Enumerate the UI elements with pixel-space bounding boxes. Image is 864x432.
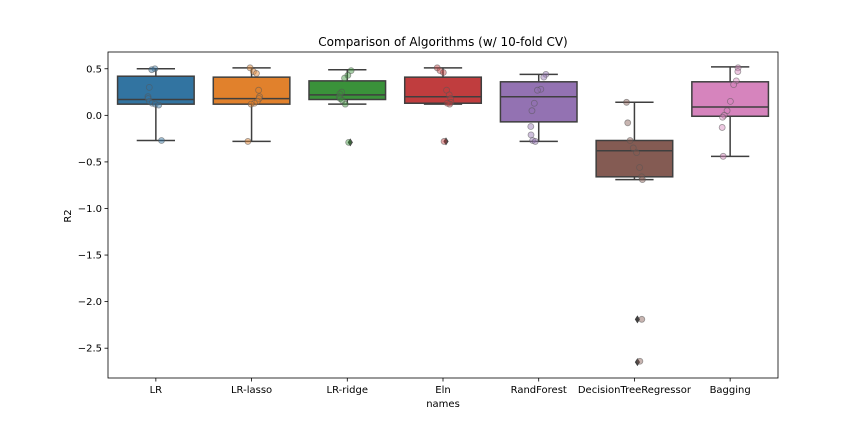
data-point-lr-lasso	[244, 138, 252, 145]
x-tick-label: Bagging	[710, 385, 751, 396]
outlier-marker-lr-ridge	[347, 138, 353, 147]
data-point-eln	[445, 91, 453, 99]
y-tick-label: −1.5	[78, 251, 102, 262]
data-point-lr	[148, 66, 156, 74]
data-point-lr	[158, 137, 165, 144]
data-point-bagging	[726, 97, 734, 105]
chart-title: Comparison of Algorithms (w/ 10-fold CV)	[318, 35, 567, 49]
data-point-lr-ridge	[347, 67, 355, 75]
data-point-randforest	[527, 131, 535, 139]
y-tick-label: 0.0	[86, 111, 102, 122]
data-point-decisiontreeregressor	[638, 315, 646, 323]
data-point-randforest	[527, 123, 535, 130]
data-point-eln	[436, 67, 444, 75]
x-tick-label: DecisionTreeRegressor	[578, 385, 692, 396]
data-point-decisiontreeregressor	[636, 164, 643, 171]
box-lr-lasso	[212, 76, 291, 105]
x-tick-label: LR-ridge	[327, 385, 368, 396]
data-point-bagging	[719, 152, 727, 160]
box-randforest	[499, 81, 578, 123]
data-point-randforest	[534, 86, 541, 94]
x-tick-label: LR-lasso	[231, 385, 272, 396]
box-eln	[403, 76, 483, 104]
data-point-lr-lasso	[253, 70, 260, 77]
data-point-bagging	[718, 124, 726, 131]
data-point-lr	[155, 101, 163, 109]
data-point-bagging	[730, 81, 738, 88]
data-point-bagging	[734, 68, 742, 75]
data-point-lr	[145, 83, 153, 91]
data-point-lr-ridge	[341, 100, 349, 108]
data-point-decisiontreeregressor	[633, 149, 641, 156]
data-point-randforest	[531, 138, 539, 145]
data-point-decisiontreeregressor	[623, 98, 630, 106]
data-point-decisiontreeregressor	[629, 144, 637, 152]
data-point-randforest	[528, 107, 536, 115]
x-axis-label: names	[426, 399, 460, 410]
y-tick-label: −0.5	[78, 157, 102, 168]
data-point-eln	[440, 138, 448, 145]
data-point-lr-ridge	[345, 138, 353, 146]
data-point-bagging	[719, 113, 726, 121]
data-point-lr-lasso	[247, 100, 255, 108]
data-point-decisiontreeregressor	[639, 176, 646, 184]
x-tick-label: LR	[150, 385, 163, 396]
data-point-randforest	[530, 99, 538, 107]
y-tick-label: 0.5	[86, 64, 102, 75]
data-point-eln	[443, 99, 451, 107]
data-point-decisiontreeregressor	[624, 119, 632, 127]
data-point-lr-lasso	[255, 86, 263, 94]
data-point-lr-ridge	[341, 74, 348, 82]
y-axis-label: R2	[63, 209, 74, 222]
outlier-marker-eln	[443, 137, 449, 146]
box-decisiontreeregressor	[595, 139, 674, 178]
data-point-randforest	[540, 73, 548, 81]
box-lr-ridge	[308, 80, 387, 101]
x-tick-label: RandForest	[511, 385, 567, 396]
data-point-decisiontreeregressor	[636, 357, 644, 365]
y-tick-label: −2.0	[78, 297, 102, 308]
data-point-eln	[439, 69, 447, 76]
data-point-decisiontreeregressor	[626, 137, 634, 144]
y-tick-label: −2.5	[78, 344, 102, 355]
y-tick-label: −1.0	[78, 204, 102, 215]
outlier-marker-decisiontreeregressor	[634, 315, 641, 324]
plot-area: 0.5 0.0 −0.5 −1.0 −1.5 −2.0 −2.5 LR LR-lasso LR-r…	[78, 51, 779, 396]
x-tick-label: Eln	[435, 385, 450, 396]
